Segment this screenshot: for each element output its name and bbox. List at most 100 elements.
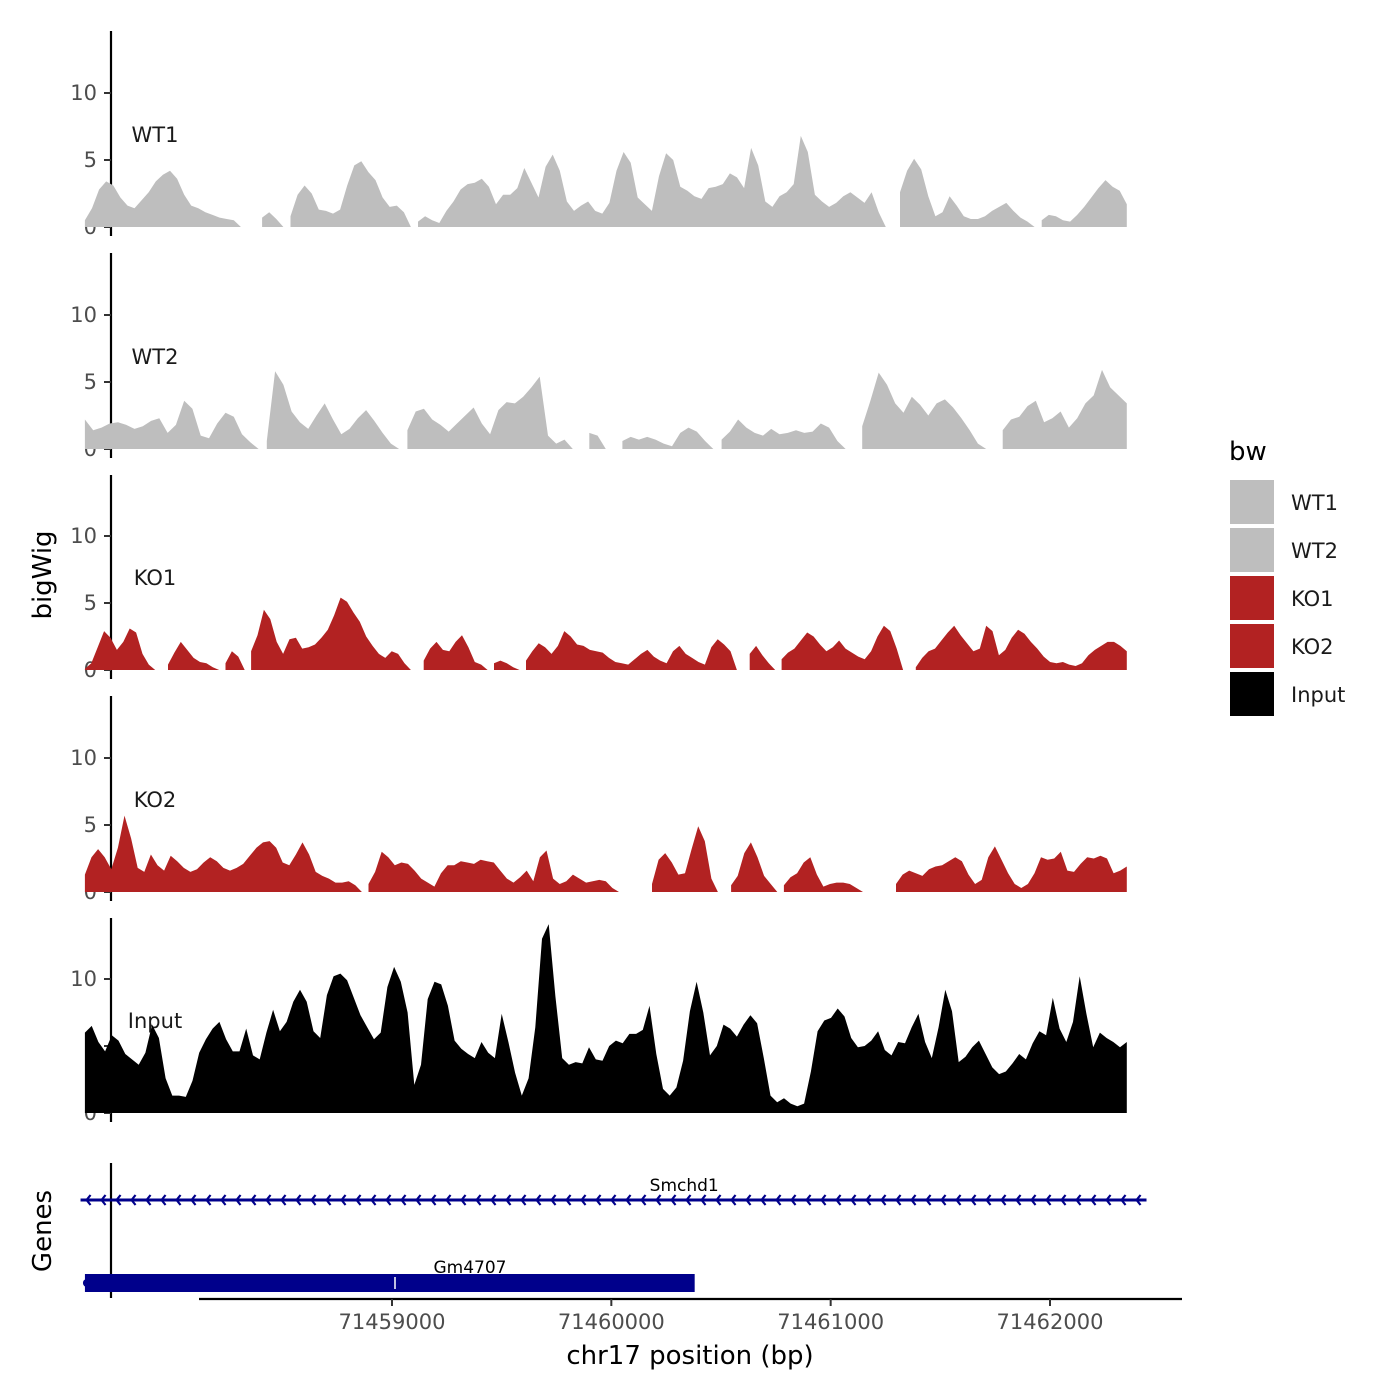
signal-area-wt2: [84, 369, 1127, 449]
strand-arrow: [400, 1194, 407, 1206]
strand-arrow: [865, 1194, 872, 1206]
legend-label-ko1: KO1: [1291, 587, 1334, 611]
gene-gm4707-end: [82, 1279, 91, 1287]
strand-arrow: [715, 1194, 722, 1206]
legend-label-wt1: WT1: [1291, 491, 1338, 515]
strand-arrow: [100, 1194, 107, 1206]
track-panels: 0510WT10510WT20510KO10510KO20510Input: [70, 31, 1127, 1125]
strand-arrow: [595, 1194, 602, 1206]
strand-arrow: [160, 1194, 167, 1206]
strand-arrow: [1060, 1194, 1067, 1206]
y-tick-label: 10: [70, 303, 97, 327]
legend-title: bw: [1229, 437, 1267, 467]
x-tick-label: 71459000: [339, 1310, 446, 1334]
strand-arrow: [535, 1194, 542, 1206]
strand-arrow: [790, 1194, 797, 1206]
strand-arrow: [850, 1194, 857, 1206]
strand-arrow: [220, 1194, 227, 1206]
strand-arrow: [670, 1194, 677, 1206]
signal-area-ko2: [84, 815, 1127, 892]
strand-arrow: [280, 1194, 287, 1206]
y-tick-label: 5: [84, 591, 97, 615]
strand-arrow: [625, 1194, 632, 1206]
legend-label-wt2: WT2: [1291, 539, 1338, 563]
strand-arrow: [610, 1194, 617, 1206]
strand-arrow: [475, 1194, 482, 1206]
y-tick-label: 10: [70, 746, 97, 770]
legend-swatch-wt2: [1230, 528, 1274, 572]
x-tick-label: 71460000: [558, 1310, 665, 1334]
strand-arrow: [805, 1194, 812, 1206]
strand-arrow: [1000, 1194, 1007, 1206]
track-ko2: 0510KO2: [70, 696, 1127, 904]
strand-arrow: [85, 1194, 92, 1206]
strand-arrow: [970, 1194, 977, 1206]
legend-swatch-ko2: [1230, 624, 1274, 668]
strand-arrow: [265, 1194, 272, 1206]
strand-arrow: [370, 1194, 377, 1206]
x-tick-label: 71462000: [997, 1310, 1104, 1334]
strand-arrow: [685, 1194, 692, 1206]
x-axis: chr17 position (bp) 71459000 71460000 7146…: [199, 1297, 1182, 1371]
track-ko1: 0510KO1: [70, 475, 1127, 682]
track-label: WT2: [132, 345, 179, 369]
genes-panel: Genes Smchd1 Gm4707: [28, 1163, 1147, 1298]
legend-swatch-wt1: [1230, 480, 1274, 524]
strand-arrow: [520, 1194, 527, 1206]
strand-arrow: [460, 1194, 467, 1206]
gene-label-smchd1: Smchd1: [650, 1176, 719, 1196]
strand-arrow: [130, 1194, 137, 1206]
strand-arrow: [985, 1194, 992, 1206]
track-label: KO2: [134, 788, 177, 812]
strand-arrow: [430, 1194, 437, 1206]
strand-arrow: [190, 1194, 197, 1206]
strand-arrow: [895, 1194, 902, 1206]
strand-arrow: [925, 1194, 932, 1206]
strand-arrow: [580, 1194, 587, 1206]
strand-arrow: [1075, 1194, 1082, 1206]
legend-swatch-input: [1230, 672, 1274, 716]
strand-arrow: [835, 1194, 842, 1206]
y-tick-label: 10: [70, 524, 97, 548]
signal-area-input: [84, 924, 1127, 1113]
strand-arrow: [760, 1194, 767, 1206]
strand-arrow: [700, 1194, 707, 1206]
signal-area-wt1: [84, 135, 1127, 227]
strand-arrow: [325, 1194, 332, 1206]
x-tick-label: 71461000: [777, 1310, 884, 1334]
strand-arrow: [655, 1194, 662, 1206]
strand-arrow: [490, 1194, 497, 1206]
strand-arrow: [1030, 1194, 1037, 1206]
strand-arrow: [250, 1194, 257, 1206]
legend-swatch-ko1: [1230, 576, 1274, 620]
track-input: 0510Input: [70, 918, 1127, 1125]
signal-area-ko1: [84, 597, 1127, 670]
strand-arrow: [310, 1194, 317, 1206]
strand-arrow: [775, 1194, 782, 1206]
y-tick-label: 5: [84, 148, 97, 172]
legend: bw WT1 WT2 KO1 KO2 Input: [1229, 437, 1345, 716]
track-label: KO1: [134, 566, 177, 590]
genes-panel-label: Genes: [28, 1190, 58, 1272]
gene-label-gm4707: Gm4707: [434, 1258, 507, 1278]
track-wt2: 0510WT2: [70, 253, 1127, 461]
y-tick-label: 10: [70, 967, 97, 991]
strand-arrow: [730, 1194, 737, 1206]
y-tick-label: 10: [70, 81, 97, 105]
strand-arrow: [955, 1194, 962, 1206]
track-label: WT1: [132, 123, 179, 147]
y-axis-title: bigWig: [28, 530, 58, 619]
strand-arrow: [550, 1194, 557, 1206]
strand-arrow: [820, 1194, 827, 1206]
strand-arrow: [355, 1194, 362, 1206]
strand-arrow: [565, 1194, 572, 1206]
y-tick-label: 5: [84, 813, 97, 837]
track-label: Input: [128, 1009, 182, 1033]
strand-arrow: [1090, 1194, 1097, 1206]
strand-arrow: [640, 1194, 647, 1206]
strand-arrow: [145, 1194, 152, 1206]
strand-arrow: [175, 1194, 182, 1206]
x-axis-title: chr17 position (bp): [566, 1341, 813, 1371]
strand-arrow: [940, 1194, 947, 1206]
strand-arrow: [445, 1194, 452, 1206]
